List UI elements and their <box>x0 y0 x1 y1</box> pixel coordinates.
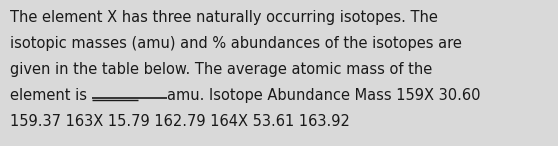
Text: 159.37 163X 15.79 162.79 164X 53.61 163.92: 159.37 163X 15.79 162.79 164X 53.61 163.… <box>10 114 350 129</box>
Text: element is: element is <box>10 88 92 103</box>
Text: The element X has three naturally occurring isotopes. The: The element X has three naturally occurr… <box>10 10 438 25</box>
Text: amu. Isotope Abundance Mass 159X 30.60: amu. Isotope Abundance Mass 159X 30.60 <box>167 88 480 103</box>
Text: given in the table below. The average atomic mass of the: given in the table below. The average at… <box>10 62 432 77</box>
Text: isotopic masses (amu) and % abundances of the isotopes are: isotopic masses (amu) and % abundances o… <box>10 36 462 51</box>
